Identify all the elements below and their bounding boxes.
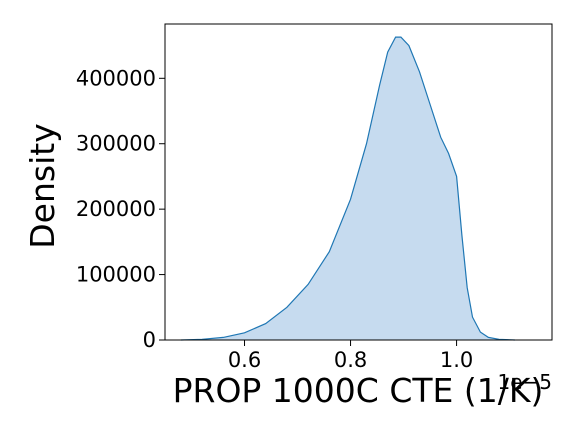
- y-axis-ticks: 0 100000 200000 300000 400000: [76, 66, 165, 352]
- y-tick-label: 0: [143, 328, 156, 352]
- x-axis-ticks: 0.6 0.8 1.0: [228, 340, 473, 372]
- x-tick-label: 1.0: [440, 348, 473, 372]
- x-axis-label: PROP 1000C CTE (1/K): [173, 371, 544, 410]
- y-axis-label: Density: [23, 123, 62, 248]
- x-tick-label: 0.8: [334, 348, 367, 372]
- y-tick-label: 100000: [76, 263, 156, 287]
- x-tick-label: 0.6: [228, 348, 261, 372]
- plot-area: [165, 24, 552, 340]
- y-tick-label: 200000: [76, 197, 156, 221]
- x-axis-offset-label: 1e−5: [497, 370, 552, 394]
- y-tick-label: 400000: [76, 66, 156, 90]
- y-tick-label: 300000: [76, 132, 156, 156]
- density-area-fill-0: [181, 37, 515, 340]
